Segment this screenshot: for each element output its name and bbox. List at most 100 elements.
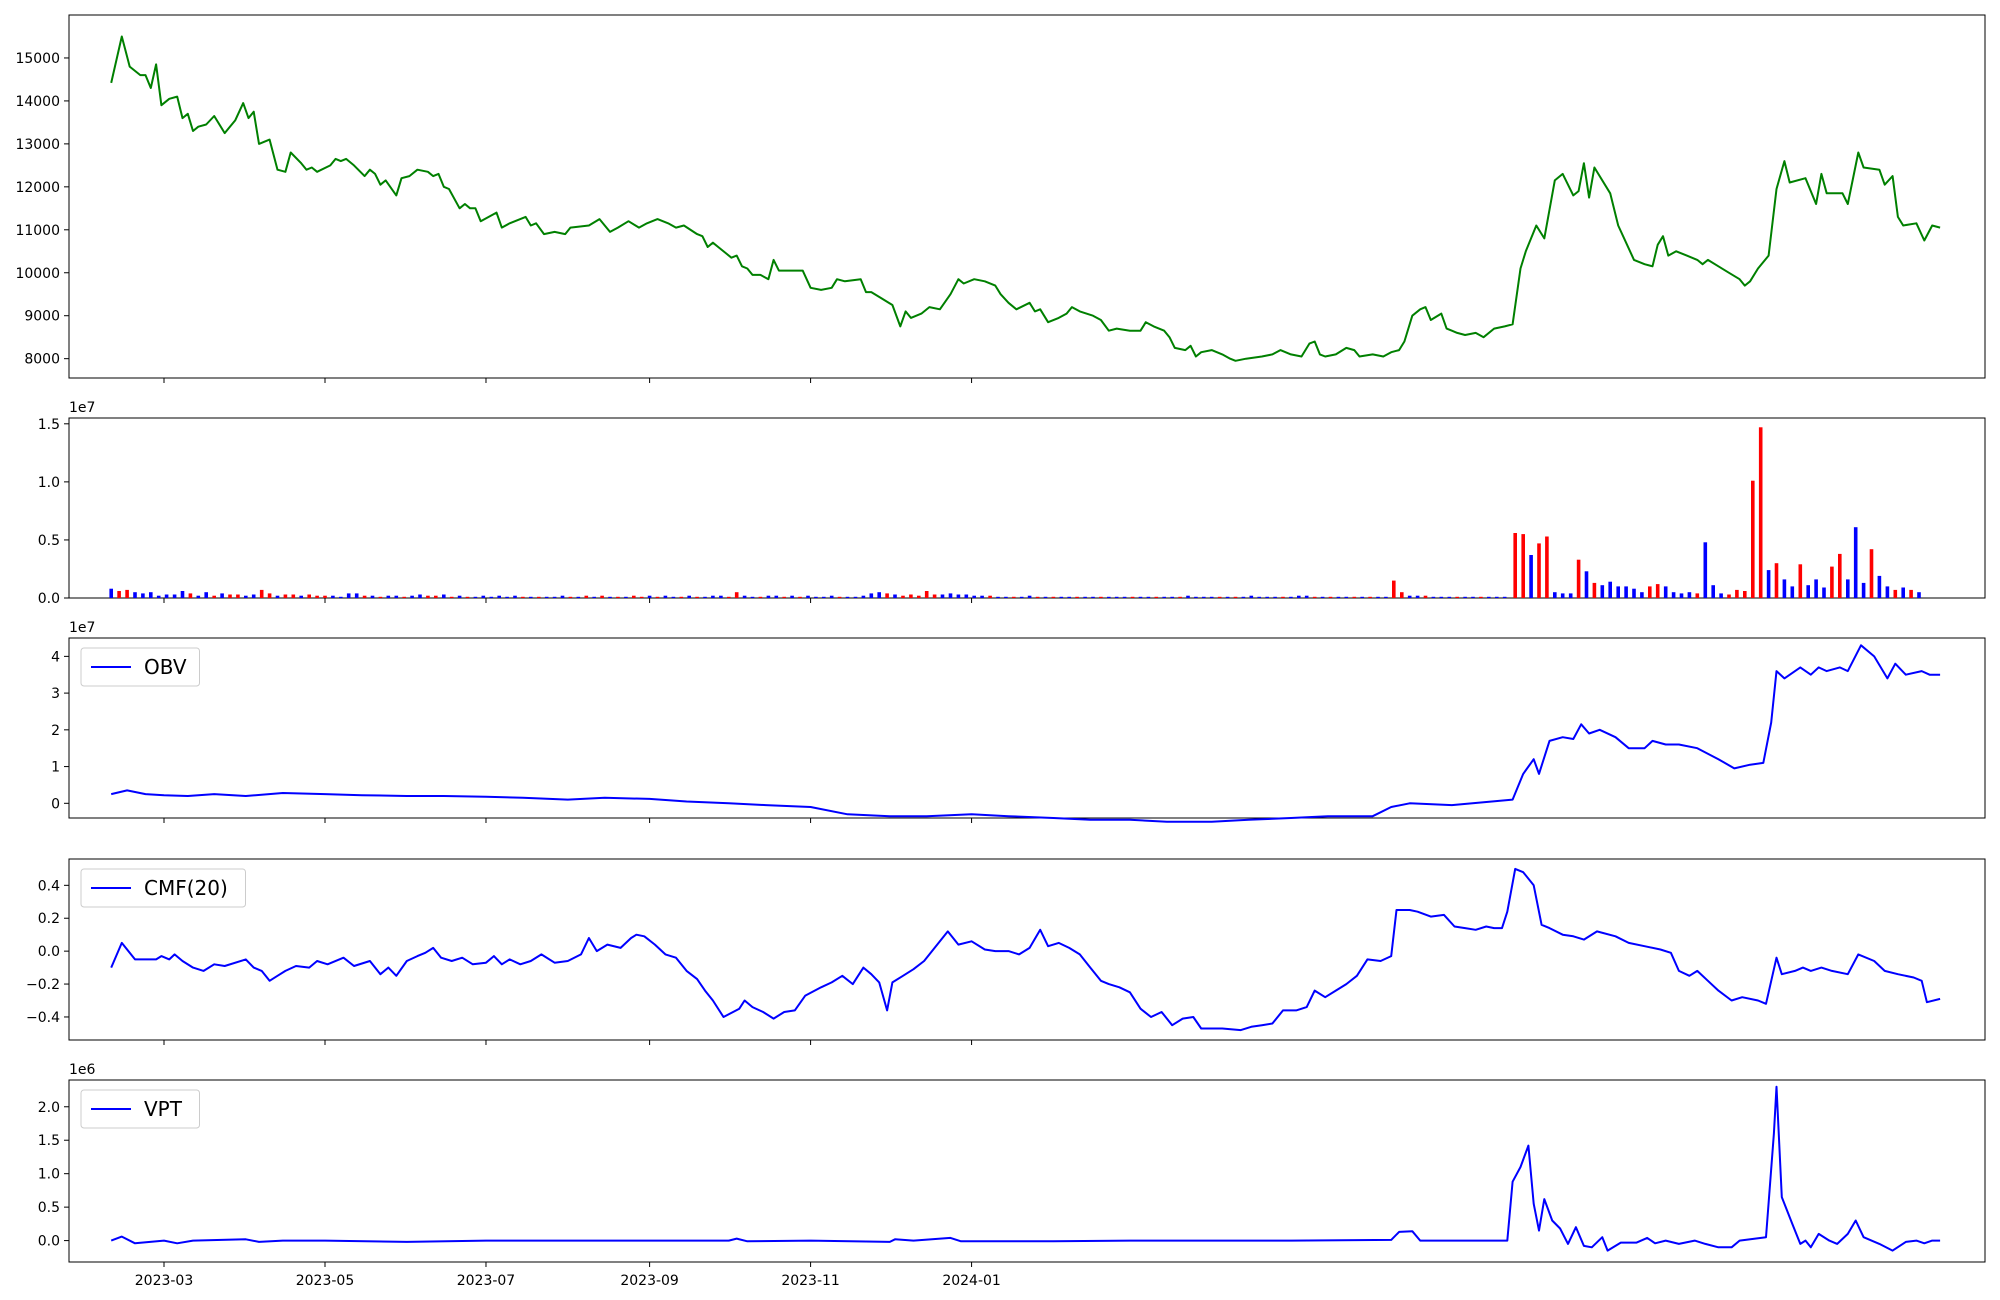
volume-bar: [339, 596, 343, 598]
cmf-y-tick-label: −0.4: [26, 1010, 60, 1026]
volume-bar: [402, 596, 406, 598]
volume-bar: [1671, 592, 1676, 598]
volume-bar: [647, 595, 652, 598]
obv-axis-multiplier: 1e7: [69, 620, 95, 636]
vpt-y-tick-label: 2.0: [38, 1100, 60, 1116]
volume-bar: [354, 593, 359, 598]
volume-bar: [719, 595, 723, 598]
volume-bar: [117, 591, 121, 598]
volume-bar: [1384, 596, 1388, 598]
obv-legend-box: [80, 647, 200, 687]
volume-bar: [1360, 596, 1364, 598]
x-tick-label: 2023-09: [620, 1273, 679, 1289]
volume-bar: [109, 588, 113, 598]
volume-bar: [1782, 579, 1787, 598]
vpt-y-tick-label: 1.5: [38, 1133, 60, 1149]
volume-bar: [924, 591, 929, 598]
volume-bar: [1376, 596, 1380, 598]
volume-bar: [592, 596, 596, 598]
price-y-tick-label: 14000: [15, 94, 60, 110]
cmf-y-tick-label: 0.0: [38, 944, 60, 960]
volume-bar: [331, 595, 335, 598]
volume-bar: [1679, 593, 1684, 598]
volume-y-tick-label: 0.5: [38, 533, 60, 549]
volume-bar: [1743, 591, 1747, 598]
volume-bar: [758, 596, 763, 598]
volume-bar: [283, 594, 288, 598]
vpt-series-line: [110, 1085, 1941, 1252]
volume-bar: [869, 593, 874, 598]
volume-bar: [845, 596, 850, 598]
volume-bar: [449, 596, 454, 598]
volume-panel: 0.0 0.5 1.0 1.5 1e7: [38, 400, 1986, 607]
volume-bar: [687, 595, 691, 598]
volume-bar: [829, 595, 834, 598]
vpt-y-tick-label: 0.0: [38, 1234, 60, 1250]
volume-bar: [1083, 596, 1087, 598]
volume-bar: [1751, 480, 1755, 598]
vpt-axes-frame: [68, 1079, 1986, 1263]
volume-bar: [1447, 596, 1452, 598]
volume-bar: [1392, 580, 1396, 598]
volume-bar: [1869, 549, 1874, 598]
vpt-legend-box: [80, 1089, 200, 1129]
volume-bar: [489, 596, 494, 598]
volume-bar: [275, 595, 280, 598]
volume-bar: [853, 596, 858, 598]
volume-bar: [497, 595, 501, 598]
volume-bar: [1735, 589, 1739, 598]
volume-bar: [1830, 566, 1834, 598]
price-y-tick-label: 13000: [15, 137, 60, 153]
volume-bar: [742, 595, 747, 598]
volume-bar: [632, 595, 636, 598]
volume-bar: [1122, 596, 1127, 598]
volume-bar: [1114, 596, 1119, 598]
vpt-panel: 0.0 0.5 1.0 1.5 2.0 1e6 VPT 2023-03 2023-05 2023-…: [38, 1062, 1986, 1289]
volume-bar: [576, 596, 581, 598]
volume-bar: [1336, 596, 1341, 598]
volume-bar: [1328, 596, 1333, 598]
volume-axes-frame: [68, 417, 1986, 599]
volume-bar: [1107, 596, 1111, 598]
volume-bar: [418, 594, 422, 598]
volume-bar: [1917, 592, 1921, 598]
volume-bar: [394, 595, 399, 598]
price-y-tick-label: 11000: [15, 223, 60, 239]
volume-bar: [1194, 596, 1198, 598]
volume-bar: [1067, 596, 1071, 598]
x-tick-label: 2023-03: [135, 1273, 194, 1289]
volume-bar: [1822, 587, 1826, 598]
volume-bar: [956, 594, 961, 598]
volume-bar: [1312, 596, 1317, 598]
volume-bar: [1687, 592, 1692, 598]
volume-bar: [711, 595, 715, 598]
volume-bar: [1162, 596, 1166, 598]
vpt-legend-label: VPT: [144, 1097, 183, 1121]
volume-bar: [465, 596, 470, 598]
cmf-legend: CMF(20): [80, 868, 246, 908]
obv-y-tick-label: 3: [51, 686, 60, 702]
volume-bar: [172, 594, 177, 598]
volume-bar: [346, 593, 351, 598]
x-tick-label: 2023-11: [781, 1273, 840, 1289]
volume-bar: [196, 595, 201, 598]
volume-bar: [236, 594, 240, 598]
volume-bar: [188, 593, 193, 598]
volume-bar: [671, 596, 676, 598]
volume-bar: [220, 593, 224, 598]
volume-bar: [228, 594, 232, 598]
volume-bar: [695, 596, 699, 598]
volume-bar: [1400, 592, 1404, 598]
volume-bar: [1249, 595, 1254, 598]
volume-axis-multiplier: 1e7: [69, 400, 95, 416]
volume-bar: [307, 594, 311, 598]
volume-bar: [1297, 595, 1301, 598]
volume-bar: [1091, 596, 1095, 598]
volume-bar: [1624, 586, 1628, 598]
volume-bar: [1592, 582, 1597, 598]
volume-bar: [750, 596, 755, 598]
volume-bar: [1487, 596, 1491, 598]
obv-y-tick-label: 2: [51, 723, 60, 739]
volume-bar: [1439, 596, 1444, 598]
